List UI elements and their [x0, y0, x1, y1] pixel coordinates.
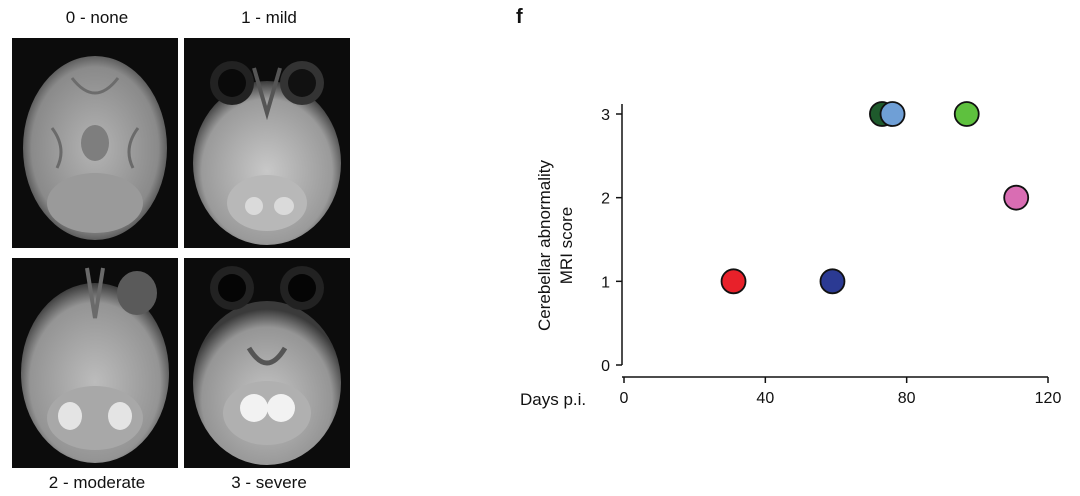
y-tick-label: 2: [601, 191, 610, 208]
mri-image-none: [12, 38, 178, 248]
x-tick-label: 40: [756, 390, 774, 407]
scatter-point: [953, 101, 980, 127]
x-axis-title: Days p.i.: [520, 390, 586, 409]
mri-label-mild: 1 - mild: [241, 8, 297, 27]
y-axis-title-line1: Cerebellar abnormality: [535, 159, 554, 331]
mri-image-moderate: [12, 258, 178, 468]
scatter-chart: 0 1 2 3 0 40 80 120 Cerebellar abnormality MRI …: [520, 101, 1061, 409]
scatter-point: [720, 268, 747, 295]
mri-label-none: 0 - none: [65, 8, 129, 27]
scatter-point: [819, 268, 846, 295]
mri-label-severe: 3 - severe: [231, 473, 307, 492]
x-tick-label: 0: [620, 390, 629, 407]
x-tick-label: 120: [1035, 390, 1062, 407]
mri-label-moderate: 2 - moderate: [48, 473, 146, 492]
y-tick-label: 0: [601, 358, 610, 375]
scatter-point: [1003, 184, 1030, 211]
x-tick-label: 80: [898, 390, 916, 407]
y-tick-label: 3: [601, 107, 610, 124]
panel-letter: f: [516, 6, 523, 28]
y-axis-title-line2: MRI score: [557, 207, 576, 284]
mri-image-mild: [184, 38, 350, 248]
chart-points: [720, 101, 1030, 295]
chart-axes: 0 1 2 3 0 40 80 120: [601, 104, 1061, 407]
mri-image-severe: [184, 258, 350, 468]
y-tick-label: 1: [601, 274, 610, 291]
scatter-point: [879, 101, 906, 127]
